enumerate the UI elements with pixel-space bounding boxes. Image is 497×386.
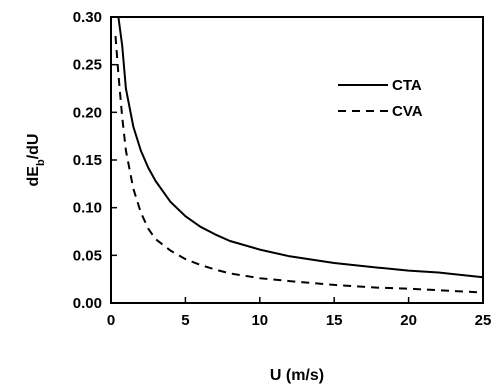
y-tick-label: 0.00 [73,295,102,312]
x-tick-label: 10 [251,312,268,329]
legend-label-cta: CTA [392,77,422,94]
x-tick-label: 0 [107,312,115,329]
x-axis-label: U (m/s) [270,367,324,384]
y-axis-ticks: 0.00 0.05 0.10 0.15 0.20 0.25 0.30 [73,9,117,312]
x-tick-label: 20 [400,312,417,329]
y-tick-label: 0.30 [73,9,102,26]
x-axis-ticks: 0 5 10 15 20 25 [107,297,492,329]
x-tick-label: 15 [326,312,343,329]
legend: CTA CVA [338,77,423,120]
y-tick-label: 0.20 [73,104,102,121]
series-line-cta [117,16,484,279]
series-layer [114,16,484,294]
series-line-cva [114,36,484,294]
x-tick-label: 25 [475,312,492,329]
legend-label-cva: CVA [392,103,423,120]
y-tick-label: 0.10 [73,200,102,217]
y-tick-label: 0.25 [73,57,102,74]
y-tick-label: 0.05 [73,247,102,264]
plot-frame [110,16,484,304]
y-axis-label: dEb/dU [25,134,47,187]
x-tick-label: 5 [181,312,189,329]
y-tick-label: 0.15 [73,152,102,169]
y-axis-label-sub: b [35,159,47,166]
y-axis-label-tail: /dU [25,134,42,160]
y-axis-label-main: dE [25,166,42,187]
